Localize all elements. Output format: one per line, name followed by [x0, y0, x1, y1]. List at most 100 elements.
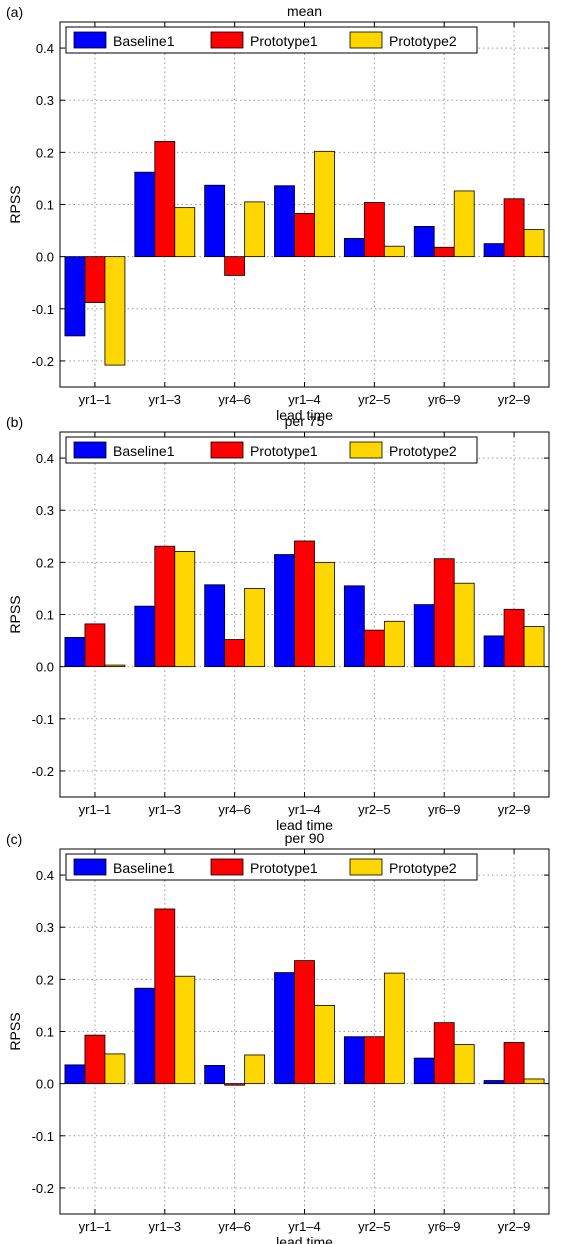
chart-title: mean — [287, 3, 322, 19]
y-tick-label: 0.3 — [36, 93, 54, 108]
legend-label: Prototype2 — [389, 860, 457, 876]
bar — [64, 637, 86, 668]
legend-box — [65, 853, 478, 881]
x-tick-label: yr1–3 — [149, 1219, 182, 1234]
bar — [343, 1036, 365, 1085]
legend-label: Prototype1 — [250, 33, 318, 49]
x-tick-label: yr2–9 — [498, 392, 531, 407]
y-tick-label: 0.1 — [36, 198, 54, 213]
legend: Baseline1 Prototype1 Prototype2 — [65, 26, 478, 54]
bar — [64, 1064, 86, 1085]
chart-panel-b: -0.2 -0.1 0.0 0.1 0.2 0.3 0.4 yr1–1 yr1–3 yr4–6 yr… — [0, 410, 561, 833]
bar — [84, 623, 106, 668]
bar — [413, 225, 435, 258]
x-tick-label: yr1–4 — [288, 802, 321, 817]
legend-swatch — [210, 31, 244, 49]
y-tick-label: 0.0 — [36, 660, 54, 675]
bar — [294, 960, 315, 1085]
x-tick-label: yr4–6 — [218, 1219, 251, 1234]
y-tick-label: 0.3 — [36, 920, 54, 935]
legend-box — [65, 436, 478, 464]
bar — [104, 664, 126, 668]
legend-label: Prototype1 — [250, 860, 318, 876]
bar — [503, 608, 525, 668]
bar — [523, 1078, 545, 1085]
bar — [363, 629, 385, 668]
x-tick-label: yr4–6 — [218, 392, 251, 407]
x-tick-label: yr1–1 — [79, 392, 112, 407]
x-tick-label: yr4–6 — [218, 802, 251, 817]
panel-label: (a) — [6, 4, 23, 20]
bar — [134, 171, 156, 258]
bar — [314, 150, 335, 258]
bar — [453, 582, 475, 668]
legend-swatch — [73, 858, 107, 876]
y-tick-label: 0.2 — [36, 555, 54, 570]
y-tick-label: 0.4 — [36, 868, 54, 883]
bar — [383, 972, 405, 1085]
legend-swatch — [349, 858, 383, 876]
chart-svg: -0.2 -0.1 0.0 0.1 0.2 0.3 0.4 yr1–1 yr1–3 yr4–6 yr… — [6, 3, 550, 423]
bar — [413, 1057, 435, 1085]
y-axis-label: RPSS — [7, 1012, 23, 1050]
y-tick-label: -0.1 — [32, 1129, 54, 1144]
y-tick-label: -0.2 — [32, 1181, 54, 1196]
bar — [383, 245, 405, 258]
x-axis-label: lead time — [276, 407, 333, 423]
x-tick-label: yr1–1 — [79, 1219, 112, 1234]
bar — [204, 1064, 226, 1085]
y-tick-label: 0.4 — [36, 41, 54, 56]
bar — [174, 975, 196, 1085]
bar — [154, 545, 176, 668]
legend-label: Baseline1 — [113, 860, 175, 876]
bar — [343, 585, 365, 668]
chart-panel-a: -0.2 -0.1 0.0 0.1 0.2 0.3 0.4 yr1–1 yr1–3 yr4–6 yr… — [0, 0, 561, 423]
bar — [483, 635, 505, 668]
bar — [154, 908, 176, 1085]
x-axis-label: lead time — [276, 1234, 333, 1244]
bar — [174, 207, 196, 258]
bar — [64, 256, 86, 337]
bar — [204, 584, 226, 668]
chart-svg: -0.2 -0.1 0.0 0.1 0.2 0.3 0.4 yr1–1 yr1–3 yr4–6 yr… — [6, 413, 550, 833]
y-tick-label: 0.0 — [36, 250, 54, 265]
bar — [343, 237, 365, 258]
y-tick-label: 0.1 — [36, 1025, 54, 1040]
legend-swatch — [349, 31, 383, 49]
bar — [433, 558, 455, 668]
bar — [224, 639, 246, 668]
chart-panel-c: -0.2 -0.1 0.0 0.1 0.2 0.3 0.4 yr1–1 yr1–3 yr4–6 yr… — [0, 827, 561, 1244]
chart-title: per 90 — [285, 830, 325, 846]
bar — [224, 256, 246, 276]
bar — [134, 987, 156, 1085]
bar — [134, 605, 156, 668]
legend-box — [65, 26, 478, 54]
x-tick-label: yr1–1 — [79, 802, 112, 817]
legend-label: Prototype2 — [389, 443, 457, 459]
bar — [274, 972, 295, 1085]
x-tick-label: yr2–5 — [358, 1219, 391, 1234]
y-tick-label: 0.2 — [36, 145, 54, 160]
y-tick-label: -0.2 — [32, 354, 54, 369]
bar — [363, 1036, 385, 1085]
bar — [84, 1034, 106, 1085]
bar — [483, 1080, 505, 1085]
y-tick-label: 0.4 — [36, 451, 54, 466]
x-tick-label: yr1–3 — [149, 392, 182, 407]
bar — [503, 1042, 525, 1085]
bar — [314, 561, 335, 668]
bar — [363, 202, 385, 258]
bar — [503, 198, 525, 258]
bar — [244, 201, 266, 258]
bar — [174, 551, 196, 668]
bar — [154, 141, 176, 258]
legend-swatch — [73, 441, 107, 459]
panel-label: (b) — [6, 414, 23, 430]
bar — [314, 1005, 335, 1085]
x-tick-label: yr6–9 — [428, 392, 461, 407]
bar — [104, 256, 126, 366]
x-tick-label: yr2–5 — [358, 802, 391, 817]
x-tick-label: yr6–9 — [428, 1219, 461, 1234]
x-tick-label: yr6–9 — [428, 802, 461, 817]
bar — [244, 588, 266, 668]
